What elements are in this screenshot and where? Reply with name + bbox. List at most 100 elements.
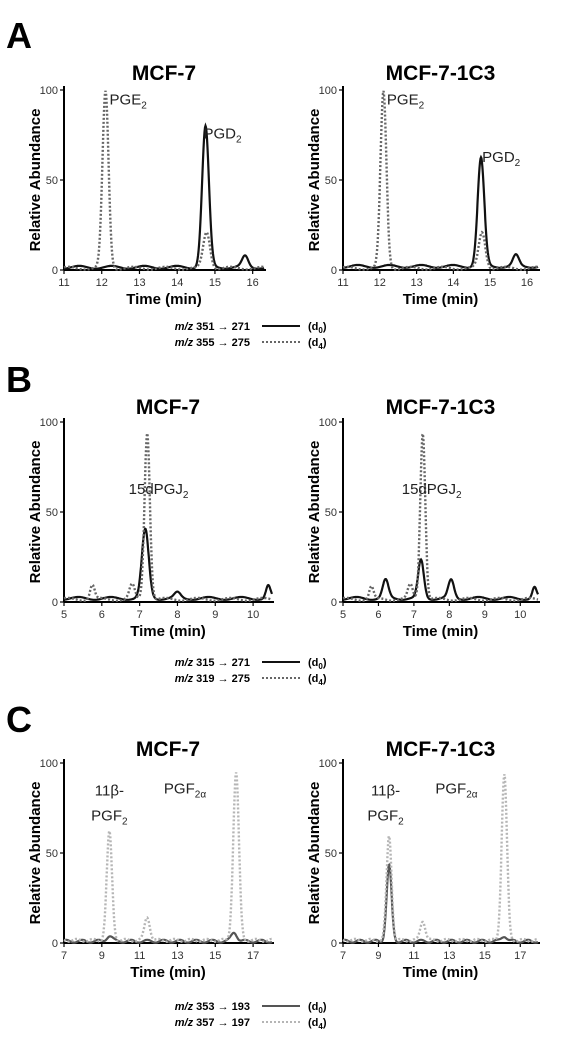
legend-b-entry-0: m/z 315 → 271 [175,657,250,669]
y-tick-label: 50 [46,175,58,187]
x-tick-label: 13 [410,277,422,289]
series-trace-solid [343,557,540,601]
x-tick-label: 17 [247,950,259,962]
series-trace-dotted [342,429,539,602]
x-tick-label: 15 [484,277,496,289]
x-tick-label: 13 [133,277,145,289]
y-tick-label: 0 [331,938,337,950]
x-tick-label: 8 [446,609,452,621]
y-tick-label: 0 [52,597,58,609]
x-tick-label: 11 [337,277,348,289]
y-axis-title: Relative Abundance [306,782,323,925]
x-tick-label: 13 [171,950,183,962]
x-tick-label: 5 [61,609,67,621]
y-axis-title: Relative Abundance [306,109,323,252]
chart-title: MCF-7 [136,738,200,761]
x-tick-label: 9 [99,950,105,962]
legend-a: m/z 351 → 271 (d0) m/z 355 → 275 (d4) [175,321,327,351]
y-tick-label: 0 [331,265,337,277]
peak-label: PGD2 [203,126,242,146]
x-axis-title: Time (min) [403,291,479,308]
series-trace-dotted [63,90,264,271]
y-tick-label: 0 [331,597,337,609]
chart-title: MCF-7-1C3 [386,62,496,85]
x-tick-label: 11 [134,950,145,962]
x-tick-label: 7 [61,950,67,962]
chart-a-mcf-7-1c3: MCF-7-1C3 11 12 13 14 15 16 0 50 100 Time (min) Rel… [306,62,540,308]
peak-label: 11β- [371,782,400,799]
x-tick-label: 11 [408,950,419,962]
x-tick-label: 9 [375,950,381,962]
series-trace-dotted [63,433,273,602]
series-trace-dotted [63,772,272,943]
y-tick-label: 100 [319,417,337,429]
x-tick-label: 13 [443,950,455,962]
x-tick-label: 15 [209,950,221,962]
x-tick-label: 7 [411,609,417,621]
x-tick-label: 10 [514,609,526,621]
peak-label: 15dPGJ2 [402,481,462,501]
x-tick-label: 12 [96,277,108,289]
y-tick-label: 100 [40,417,58,429]
x-tick-label: 8 [174,609,180,621]
peak-label: PGF2 [91,808,128,828]
y-tick-label: 100 [40,85,58,97]
x-tick-label: 17 [514,950,526,962]
x-tick-label: 11 [58,277,69,289]
x-axis-title: Time (min) [403,964,479,981]
y-axis-title: Relative Abundance [306,441,323,584]
x-tick-label: 6 [99,609,105,621]
y-tick-label: 50 [325,175,337,187]
y-tick-label: 0 [52,938,58,950]
x-tick-label: 15 [209,277,221,289]
x-tick-label: 14 [447,277,459,289]
legend-b: m/z 315 → 271 (d0) m/z 319 → 275 (d4) [175,657,327,687]
y-tick-label: 50 [46,507,58,519]
x-tick-label: 7 [137,609,143,621]
y-tick-label: 50 [46,848,58,860]
panel-letter-c: C [6,699,32,740]
x-tick-label: 6 [375,609,381,621]
y-axis-title: Relative Abundance [27,109,44,252]
panel-letter-b: B [6,359,32,400]
series-trace-dotted [342,774,538,943]
peak-label: 11β- [95,782,124,799]
chart-a-mcf-7: MCF-7 11 12 13 14 15 16 0 50 100 Time (min) Relativ… [27,62,266,308]
panel-letter-a: A [6,15,32,56]
y-tick-label: 50 [325,507,337,519]
panel-b: B m/z 315 → 271 (d0) m/z 319 → 275 (d4) [6,359,327,687]
x-tick-label: 10 [247,609,259,621]
panel-c: C m/z 353 → 193 (d0) m/z 357 → 197 (d4) [6,699,327,1031]
legend-c-tag-1: (d4) [308,1017,327,1031]
legend-b-tag-1: (d4) [308,673,327,687]
series-trace-solid [64,122,265,270]
x-tick-label: 9 [212,609,218,621]
y-axis-title: Relative Abundance [27,782,44,925]
series-trace-solid [343,154,539,269]
legend-b-tag-0: (d0) [308,657,327,671]
legend-c: m/z 353 → 193 (d0) m/z 357 → 197 (d4) [175,1001,327,1031]
x-tick-label: 16 [521,277,533,289]
x-axis-title: Time (min) [126,291,202,308]
legend-a-entry-1: m/z 355 → 275 [175,337,250,349]
panel-a: A m/z 351 → 271 (d0) m/z 355 → 275 (d4) [6,15,327,351]
x-tick-label: 5 [340,609,346,621]
x-tick-label: 15 [479,950,491,962]
series-trace-dotted [342,90,538,271]
peak-label: PGF2 [367,808,404,828]
legend-c-tag-0: (d0) [308,1001,327,1015]
chart-title: MCF-7 [132,62,196,85]
y-tick-label: 100 [319,758,337,770]
legend-a-entry-0: m/z 351 → 271 [175,321,250,333]
x-tick-label: 16 [247,277,259,289]
peak-label: PGE2 [387,91,425,111]
x-axis-title: Time (min) [130,623,206,640]
legend-c-entry-0: m/z 353 → 193 [175,1001,250,1013]
y-axis-title: Relative Abundance [27,441,44,584]
legend-a-tag-1: (d4) [308,337,327,351]
chart-title: MCF-7-1C3 [386,738,496,761]
chart-title: MCF-7-1C3 [386,396,496,419]
peak-label: 15dPGJ2 [129,481,189,501]
